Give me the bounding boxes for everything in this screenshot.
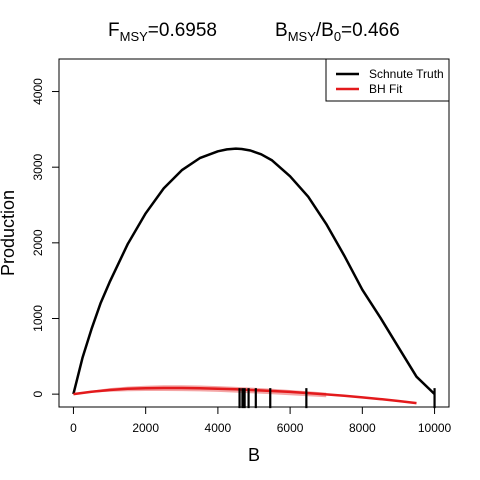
legend-label-bh-fit: BH Fit	[369, 82, 403, 96]
legend-box	[325, 58, 450, 102]
series-line-schnute-truth	[72, 147, 436, 396]
x-axis-label: B	[248, 445, 260, 465]
y-tick-label: 0	[31, 390, 45, 397]
x-tick-label: 2000	[132, 421, 159, 435]
x-tick-label: 8000	[349, 421, 376, 435]
y-axis-label: Production	[0, 190, 18, 276]
x-tick-label: 4000	[205, 421, 232, 435]
y-tick-label: 3000	[31, 154, 45, 181]
y-axis: 0 1000 2000 3000 4000	[31, 78, 60, 397]
legend-label-schnute: Schnute Truth	[369, 67, 444, 81]
x-tick-label: 0	[70, 421, 77, 435]
rug-layer	[238, 388, 436, 409]
chart-title-bmsy: BMSY/B0=0.466	[275, 20, 400, 44]
x-tick-label: 6000	[277, 421, 304, 435]
x-tick-label: 10000	[418, 421, 452, 435]
chart-title-fmsy: FMSY=0.6958	[108, 20, 217, 44]
x-axis: 0 2000 4000 6000 8000 10000	[70, 406, 452, 435]
y-tick-label: 1000	[31, 305, 45, 332]
y-tick-label: 2000	[31, 229, 45, 256]
series-layer	[72, 147, 436, 405]
legend: Schnute Truth BH Fit	[325, 58, 450, 102]
y-tick-label: 4000	[31, 78, 45, 105]
plot-frame	[58, 58, 450, 408]
